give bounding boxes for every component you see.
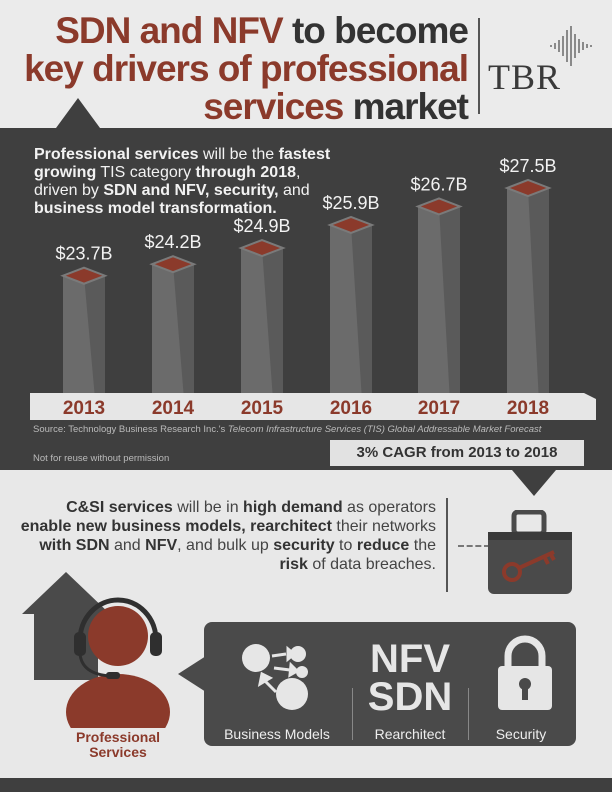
page-title: SDN and NFV to become key drivers of pro…	[24, 10, 469, 127]
value-label: $25.9B	[322, 193, 379, 213]
dashed-connector	[458, 545, 490, 547]
footer-band	[0, 778, 612, 792]
year-tick-label: 2013	[63, 398, 105, 419]
bar-shade	[84, 275, 105, 393]
service-divider	[468, 688, 469, 740]
house-icon	[22, 572, 110, 680]
bar-shade	[528, 188, 549, 393]
header	[0, 0, 612, 128]
cagr-badge: 3% CAGR from 2013 to 2018	[330, 440, 584, 466]
network-nodes-icon	[242, 644, 308, 710]
bar-shade	[173, 264, 194, 393]
bar-shade	[439, 206, 460, 393]
padlock-icon	[498, 635, 552, 710]
year-tick-label: 2015	[241, 398, 284, 419]
bar-2017	[415, 197, 463, 393]
bar-2016	[327, 215, 375, 393]
value-label: $24.9B	[233, 216, 290, 236]
bar-shade	[351, 224, 372, 393]
bar-2018	[504, 178, 552, 393]
service-divider	[352, 688, 353, 740]
service-security: Security	[495, 726, 547, 742]
mid-divider	[446, 498, 448, 592]
bubble-tail	[178, 656, 206, 692]
value-label: $24.2B	[144, 232, 201, 252]
service-business-models: Business Models	[224, 726, 330, 742]
bar-shade	[262, 248, 283, 393]
panel-notch	[56, 98, 100, 128]
value-label: $26.7B	[410, 174, 467, 194]
headset-person-icon	[66, 597, 170, 728]
year-tick-label: 2014	[152, 398, 195, 419]
value-label: $27.5B	[499, 156, 556, 176]
value-label: $23.7B	[55, 244, 112, 264]
bar-2013	[60, 266, 108, 393]
year-tick-label: 2018	[507, 398, 549, 419]
source-note: Source: Technology Business Research Inc…	[33, 424, 542, 435]
panel-notch-down	[512, 470, 556, 496]
bar-2015	[238, 238, 286, 393]
csi-text: C&SI services will be in high demand as …	[20, 499, 436, 573]
title-divider	[478, 18, 480, 114]
year-tick-label: 2017	[418, 398, 460, 419]
chart-intro-text: Professional services will be the fastes…	[34, 146, 331, 217]
professional-services-label: Professional Services	[75, 729, 161, 760]
x-axis-band	[30, 393, 596, 420]
revenue-chart: $23.7B 2013 $24.2B 2014 $24.9B 2015 $25.9B 2016…	[30, 156, 596, 420]
nfv-sdn-graphic: NFV SDN	[367, 637, 453, 719]
reuse-note: Not for reuse without permission	[33, 453, 170, 464]
tbr-logo: TBR	[488, 57, 562, 97]
logo-wave-icon	[550, 26, 592, 66]
service-rearchitect: Rearchitect	[374, 726, 446, 742]
bar-2014	[149, 255, 197, 393]
year-tick-label: 2016	[330, 398, 372, 419]
briefcase-key-icon	[488, 510, 572, 594]
